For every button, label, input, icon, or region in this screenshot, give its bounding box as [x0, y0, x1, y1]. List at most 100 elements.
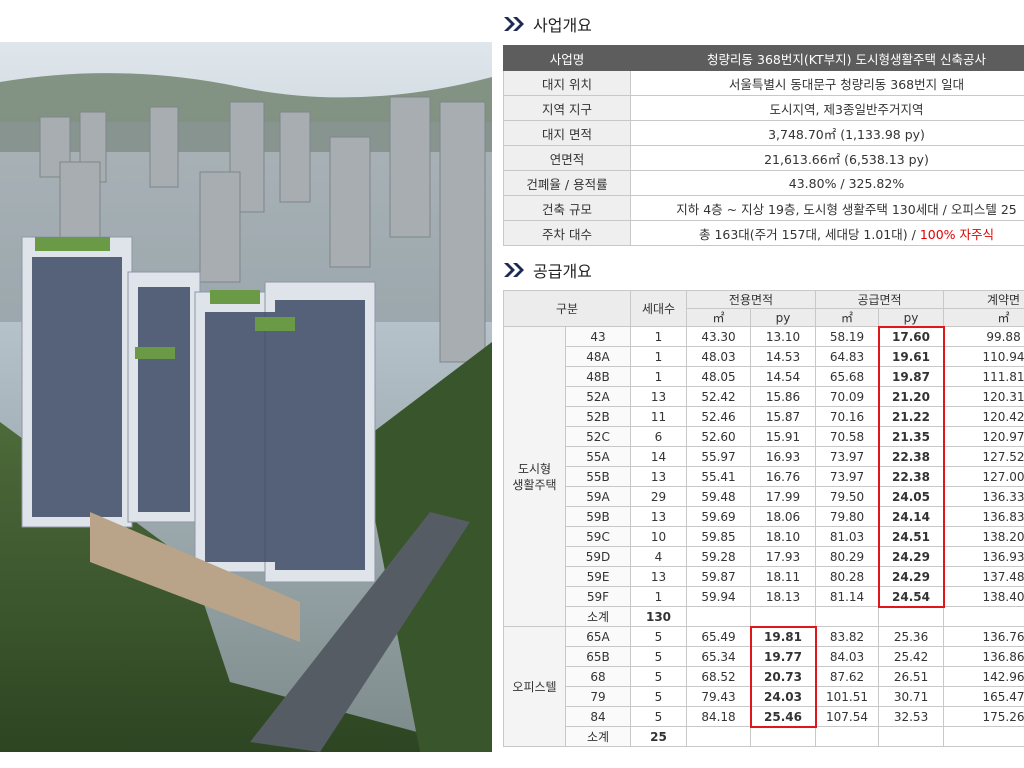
data-cell: 138.40 — [943, 586, 1024, 607]
table-row: 도시형 생활주택 43 1 43.30 13.10 58.19 17.60 99.88 — [503, 326, 1024, 627]
data-cell: 5 — [630, 706, 687, 727]
chevron-icon — [504, 263, 524, 277]
data-cell: 52.42 — [686, 386, 751, 407]
type-cell: 59A — [565, 486, 631, 507]
data-cell: 58.19 — [815, 326, 880, 347]
data-cell: 120.42 — [943, 406, 1024, 427]
table-row: 오피스텔 65A 5 65.49 19.81 83.82 25.36 136.76 — [503, 626, 1024, 747]
row-label: 건폐율 / 용적률 — [503, 170, 631, 196]
type-cell: 68 — [565, 666, 631, 687]
data-cell: 26.51 — [878, 666, 945, 687]
section-title-text: 사업개요 — [533, 16, 592, 35]
data-cell: 136.33 — [943, 486, 1024, 507]
type-cell: 59C — [565, 526, 631, 547]
section-title: 공급개요 — [503, 258, 592, 282]
data-cell: 59.94 — [686, 586, 751, 607]
data-cell: 18.06 — [749, 506, 817, 527]
table-row: 52B 11 52.46 15.87 70.16 21.22 120.42 — [504, 406, 1024, 427]
row-value: 지하 4층 ~ 지상 19층, 도시형 생활주택 130세대 / 오피스텔 25 — [630, 195, 1024, 221]
data-cell: 24.29 — [878, 546, 945, 567]
data-cell: 80.28 — [815, 566, 880, 587]
data-cell: 59.87 — [686, 566, 751, 587]
data-cell — [878, 726, 945, 747]
header-cell: 전용면적 — [685, 290, 817, 309]
table-row: 대지 면적 3,748.70㎡ (1,133.98 py) — [503, 120, 1024, 146]
data-cell: 65.34 — [686, 646, 751, 667]
header-cell: 세대수 — [630, 290, 687, 327]
header-cell: 계약면 — [943, 290, 1024, 309]
type-cell: 59E — [565, 566, 631, 587]
data-cell: 16.93 — [749, 446, 817, 467]
section-title: 사업개요 — [503, 12, 592, 36]
table-row: 59C 10 59.85 18.10 81.03 24.51 138.20 — [504, 526, 1024, 547]
data-cell: 120.97 — [943, 426, 1024, 447]
data-cell: 25.42 — [878, 646, 945, 667]
table-row: 59D 4 59.28 17.93 80.29 24.29 136.93 — [504, 546, 1024, 567]
table-row: 84 5 84.18 25.46 107.54 32.53 175.26 — [504, 706, 1024, 727]
header-row: ㎡ py ㎡ py ㎡ — [504, 308, 1024, 327]
subheader-cell: py — [878, 308, 945, 327]
data-cell: 84.18 — [686, 706, 751, 727]
data-cell: 73.97 — [815, 446, 880, 467]
data-cell: 136.86 — [943, 646, 1024, 667]
data-cell: 73.97 — [815, 466, 880, 487]
row-label: 대지 면적 — [503, 120, 631, 146]
data-cell: 4 — [630, 546, 687, 567]
data-cell — [878, 606, 945, 627]
value-text: 서울특별시 동대문구 청량리동 368번지 일대 — [728, 76, 965, 92]
row-label: 사업명 — [503, 45, 631, 71]
data-cell: 22.38 — [878, 446, 945, 467]
data-cell — [749, 606, 817, 627]
data-cell: 24.29 — [878, 566, 945, 587]
data-cell: 5 — [630, 646, 687, 667]
data-cell: 81.14 — [815, 586, 880, 607]
data-cell: 59.85 — [686, 526, 751, 547]
data-cell: 65.49 — [686, 626, 751, 647]
data-cell: 13 — [630, 466, 687, 487]
data-cell: 59.28 — [686, 546, 751, 567]
section-title-text: 공급개요 — [533, 262, 592, 281]
data-cell: 6 — [630, 426, 687, 447]
data-cell: 22.38 — [878, 466, 945, 487]
data-cell: 14.53 — [749, 346, 817, 367]
data-cell: 120.31 — [943, 386, 1024, 407]
row-value: 43.80% / 325.82% — [630, 170, 1024, 196]
data-cell — [686, 606, 751, 627]
subheader-cell: ㎡ — [815, 308, 880, 327]
data-cell: 55.97 — [686, 446, 751, 467]
subtotal-units: 130 — [630, 606, 687, 627]
data-cell — [815, 726, 880, 747]
data-cell: 138.20 — [943, 526, 1024, 547]
table-row: 주차 대수 총 163대(주거 157대, 세대당 1.01대) / 100% 자… — [503, 220, 1024, 246]
data-cell: 13 — [630, 566, 687, 587]
data-cell: 5 — [630, 686, 687, 707]
data-cell: 13 — [630, 386, 687, 407]
data-cell: 81.03 — [815, 526, 880, 547]
table-row: 68 5 68.52 20.73 87.62 26.51 142.96 — [504, 666, 1024, 687]
subtotal-row: 소계 25 — [504, 726, 1024, 747]
table-row: 79 5 79.43 24.03 101.51 30.71 165.47 — [504, 686, 1024, 707]
data-cell — [943, 606, 1024, 627]
data-cell: 11 — [630, 406, 687, 427]
row-value: 3,748.70㎡ (1,133.98 py) — [630, 120, 1024, 146]
type-cell: 52C — [565, 426, 631, 447]
data-cell: 142.96 — [943, 666, 1024, 687]
supply-table: 구분 세대수 전용면적 공급면적 계약면 ㎡ py ㎡ py ㎡ 도시형 생활주택 43 1 43.30 1… — [503, 290, 1024, 752]
row-label: 건축 규모 — [503, 195, 631, 221]
type-cell: 43 — [565, 326, 631, 347]
data-cell: 70.58 — [815, 426, 880, 447]
data-cell: 55.41 — [686, 466, 751, 487]
value-text: 43.80% / 325.82% — [788, 175, 905, 191]
header-cell: 구분 — [503, 290, 631, 327]
subheader-cell: py — [749, 308, 817, 327]
data-cell: 65.68 — [815, 366, 880, 387]
data-cell: 18.11 — [749, 566, 817, 587]
data-cell: 48.05 — [686, 366, 751, 387]
data-cell: 25.36 — [878, 626, 945, 647]
table-row: 48B 1 48.05 14.54 65.68 19.87 111.81 — [504, 366, 1024, 387]
business-table: 사업명 청량리동 368번지(KT부지) 도시형생활주택 신축공사 대지 위치 서울특… — [503, 45, 1024, 246]
value-highlight: 100% 자주식 — [919, 226, 995, 242]
data-cell: 17.93 — [749, 546, 817, 567]
data-cell — [686, 726, 751, 747]
data-cell: 1 — [630, 366, 687, 387]
